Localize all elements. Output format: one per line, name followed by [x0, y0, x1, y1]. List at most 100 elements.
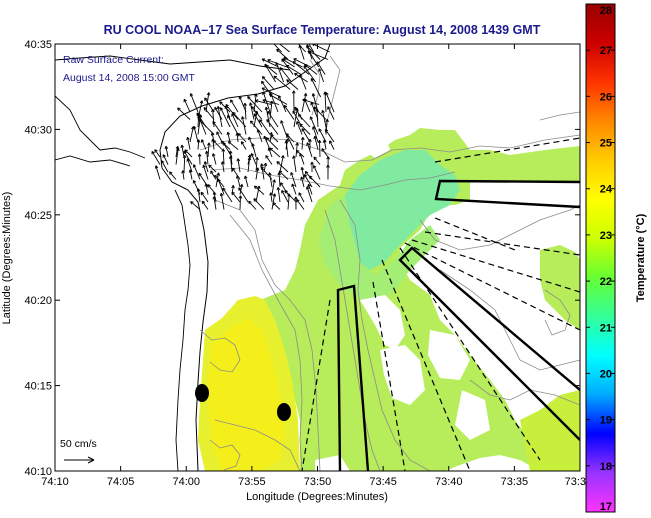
current-vector	[225, 105, 231, 120]
current-vector-head	[290, 172, 294, 176]
current-vector-head	[253, 185, 258, 190]
current-vector	[197, 114, 202, 135]
current-vector	[286, 134, 295, 150]
colorbar	[585, 3, 616, 513]
current-vector-head	[199, 100, 204, 104]
current-vector-head	[275, 62, 279, 66]
current-vector	[220, 193, 225, 210]
current-vector	[253, 198, 265, 210]
current-vector-head	[206, 92, 211, 96]
current-vector	[299, 153, 305, 165]
current-vector-head	[202, 164, 206, 169]
current-vector	[281, 190, 289, 203]
current-vector-head	[249, 120, 254, 124]
current-vector	[265, 155, 273, 165]
sst-field-southeast	[520, 390, 580, 471]
current-vector-head	[311, 44, 315, 47]
current-vector-head	[269, 132, 273, 136]
current-vector	[212, 109, 215, 128]
current-vector-head	[279, 67, 284, 71]
current-vector-head	[304, 171, 309, 175]
current-vector-head	[297, 113, 302, 118]
current-vector	[306, 45, 321, 60]
current-vector-head	[254, 93, 258, 97]
current-vector-head	[299, 123, 303, 127]
current-vector	[181, 144, 185, 158]
current-vector-head	[249, 102, 253, 106]
current-vector	[269, 101, 273, 120]
current-vector	[285, 64, 302, 75]
current-vector-head	[310, 78, 315, 82]
raw-current-time: August 14, 2008 15:00 GMT	[63, 72, 196, 84]
scale-vector-arrow	[64, 456, 95, 464]
current-vector-head	[227, 114, 231, 119]
current-vector-head	[197, 153, 202, 157]
current-vector	[189, 126, 194, 143]
current-vector-head	[183, 150, 187, 155]
current-vector	[299, 74, 307, 90]
current-vector	[304, 64, 318, 75]
current-vector-head	[325, 92, 329, 96]
current-vector-head	[264, 106, 269, 111]
current-vector-head	[260, 163, 264, 167]
station-marker-east	[277, 403, 291, 421]
current-vector	[269, 147, 281, 158]
current-vector	[301, 167, 305, 180]
current-vector	[207, 142, 210, 158]
current-vector	[175, 147, 179, 165]
current-vector	[309, 116, 319, 135]
current-vector	[261, 58, 279, 68]
current-vector-head	[259, 119, 263, 123]
current-vector	[212, 153, 217, 165]
current-vector-head	[268, 172, 272, 176]
current-vector	[250, 120, 263, 135]
current-vector-head	[203, 161, 208, 165]
current-vector-head	[300, 136, 305, 141]
current-vector	[230, 99, 239, 113]
current-vector	[265, 64, 278, 75]
current-vector	[222, 148, 225, 165]
current-vector	[227, 132, 231, 143]
current-vector-head	[186, 137, 190, 141]
current-vector-head	[324, 129, 329, 133]
sst-field-green	[318, 195, 440, 300]
current-vector	[201, 200, 209, 210]
current-vector-head	[291, 90, 296, 94]
current-vector-head	[241, 116, 245, 120]
current-vector	[298, 114, 311, 128]
current-vector	[206, 151, 209, 165]
current-vector	[187, 137, 191, 150]
current-vector-head	[261, 76, 266, 80]
current-vector-head	[295, 150, 300, 154]
current-vector	[213, 191, 217, 203]
current-vector	[310, 78, 322, 98]
current-vector	[219, 101, 231, 113]
current-vector	[151, 151, 161, 165]
current-vector-head	[283, 57, 287, 61]
current-vector	[268, 147, 273, 158]
current-vector	[270, 134, 279, 143]
sst-field-cyan	[345, 150, 460, 270]
current-vector	[249, 102, 255, 120]
current-vector-head	[196, 112, 200, 116]
colorbar-tick-label: 23	[600, 230, 612, 242]
current-vector-head	[151, 151, 155, 155]
current-vector	[279, 67, 292, 83]
current-vector-head	[217, 178, 221, 183]
current-vector-head	[253, 198, 257, 202]
current-vector	[227, 115, 239, 135]
current-vector-head	[244, 175, 248, 180]
current-vector-head	[237, 133, 242, 137]
current-vector-head	[238, 187, 242, 191]
current-vector-head	[327, 106, 331, 110]
current-vector-head	[298, 192, 302, 196]
x-tick-label: 73:35	[501, 476, 529, 488]
current-vector	[269, 132, 272, 143]
current-vector	[240, 141, 247, 150]
current-vector	[205, 183, 209, 195]
current-vector	[204, 161, 209, 173]
current-vector-head	[286, 134, 290, 138]
current-vector	[329, 140, 335, 150]
current-vector	[301, 93, 307, 113]
current-vector-head	[219, 101, 223, 105]
